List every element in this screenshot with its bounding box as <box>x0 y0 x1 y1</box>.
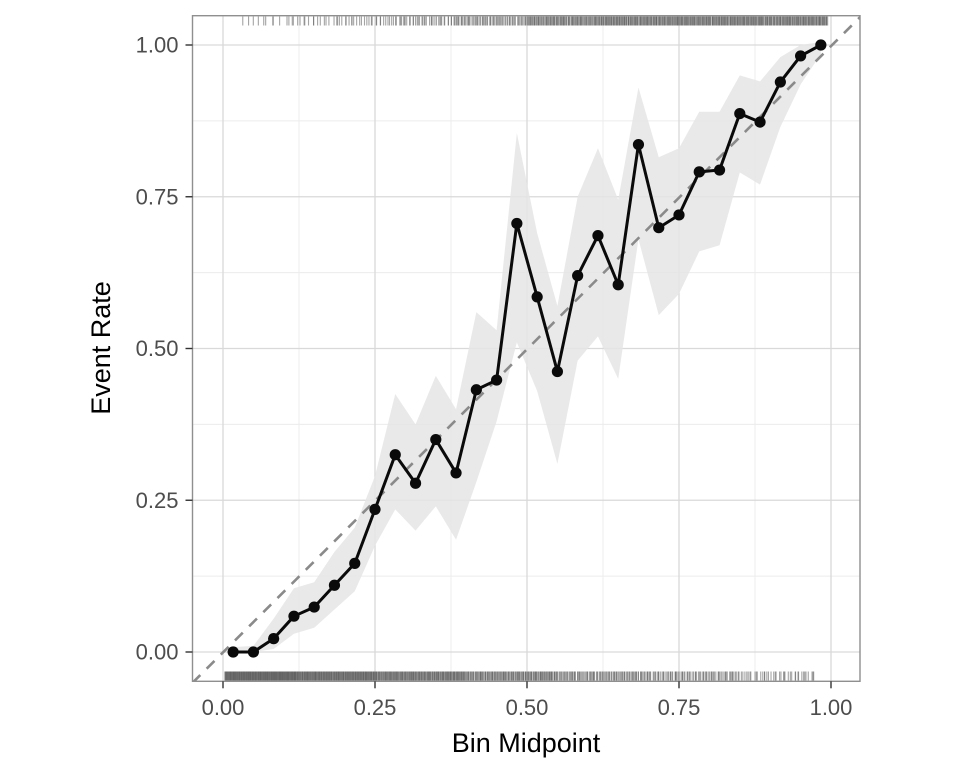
data-point <box>409 477 422 489</box>
data-point <box>349 557 361 569</box>
x-tick-label: 0.75 <box>658 695 701 720</box>
x-tick-label: 0.50 <box>506 695 549 720</box>
data-point <box>653 222 665 234</box>
data-point <box>328 579 341 591</box>
data-point <box>430 433 442 446</box>
data-point <box>227 646 239 658</box>
diagonal-reference-line <box>192 15 860 682</box>
data-point <box>247 646 259 658</box>
data-point <box>734 107 746 120</box>
data-point <box>308 601 320 613</box>
data-point <box>572 270 584 282</box>
rug-bottom <box>224 671 815 681</box>
data-point <box>470 384 482 396</box>
data-point <box>673 209 685 221</box>
data-point <box>693 166 705 178</box>
y-axis-tick-labels: 0.00 0.25 0.50 0.75 1.00 <box>136 33 179 665</box>
x-axis-title: Bin Midpoint <box>452 728 601 758</box>
x-axis-ticks <box>222 681 832 689</box>
data-point <box>592 229 604 242</box>
data-point <box>491 374 503 386</box>
data-point <box>632 138 645 151</box>
x-axis-tick-labels: 0.00 0.25 0.50 0.75 1.00 <box>202 695 853 720</box>
data-point <box>511 217 523 230</box>
calibration-points <box>227 39 827 658</box>
x-tick-label: 0.25 <box>354 695 397 720</box>
data-point <box>795 50 807 62</box>
y-tick-label: 0.00 <box>136 640 179 665</box>
data-point <box>815 39 827 51</box>
data-point <box>268 633 280 645</box>
y-tick-label: 0.25 <box>136 488 179 513</box>
data-point <box>389 449 401 461</box>
x-tick-label: 0.00 <box>202 695 245 720</box>
data-point <box>774 76 786 88</box>
y-axis-title: Event Rate <box>86 281 116 415</box>
data-point <box>612 279 624 291</box>
data-point <box>713 164 726 176</box>
data-point <box>754 116 766 128</box>
y-tick-label: 1.00 <box>136 33 179 58</box>
x-tick-label: 1.00 <box>810 695 853 720</box>
y-tick-label: 0.75 <box>136 184 179 209</box>
data-point <box>531 291 543 303</box>
data-point <box>450 467 462 479</box>
y-tick-label: 0.50 <box>136 336 179 361</box>
identity-dashed-line <box>192 15 860 682</box>
data-point <box>551 365 564 378</box>
y-axis-ticks <box>185 44 193 653</box>
data-point <box>369 503 381 515</box>
rug-top <box>242 16 829 26</box>
data-point <box>288 610 300 622</box>
